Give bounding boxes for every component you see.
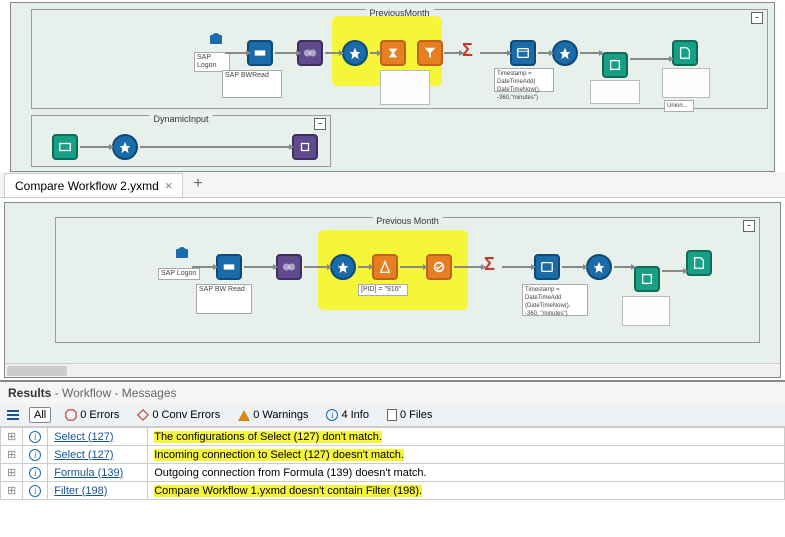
tool-output-1-p2[interactable] [634,266,660,292]
warning-icon [238,410,250,421]
workflow-panel-bottom: Previous Month − SAP Logon SAP BW Read [… [4,202,781,378]
tool-browse[interactable] [510,40,536,66]
results-row[interactable]: ⊞i Select (127) Incoming connection to Sel… [1,446,785,464]
scroll-thumb[interactable] [7,366,67,376]
filter-files-button[interactable]: 0 Files [383,408,436,422]
row-message: Incoming connection to Select (127) does… [148,446,785,464]
tool-input[interactable] [52,134,78,160]
row-tool-link-cell: Select (127) [48,428,148,446]
row-type-icon: i [23,446,48,464]
sap-bw-label-2: SAP BW Read [196,284,252,314]
row-message: Outgoing connection from Formula (139) d… [148,464,785,482]
lock-icon [210,30,224,49]
results-toolbar: All 0 Errors 0 Conv Errors 0 Warnings i … [0,404,785,427]
tool-output-2-p2[interactable] [686,250,712,276]
tool-formula-p2[interactable] [372,254,398,280]
row-type-icon: i [23,482,48,500]
row-type-icon: i [23,464,48,482]
tab-bar: Compare Workflow 2.yxmd × + [0,172,785,198]
container-label-2: Previous Month [372,216,443,226]
tool-browse-2[interactable] [534,254,560,280]
results-title: Results [8,386,51,400]
row-expand-icon[interactable]: ⊞ [1,464,23,482]
workflow-canvas-top[interactable]: PreviousMonth − SAP Logon SAP BWRead Σ T… [10,2,775,172]
results-subtitle: - Workflow - Messages [51,386,176,400]
row-tool-link-cell: Select (127) [48,446,148,464]
minimize-icon-dyn[interactable]: − [314,118,326,130]
tool-select[interactable] [342,40,368,66]
annotation-output-2 [662,68,710,98]
tool-select-p2[interactable] [330,254,356,280]
results-panel: Results - Workflow - Messages All 0 Erro… [0,380,785,500]
row-type-icon: i [23,428,48,446]
filter-label-2: [PID] = "916" [358,284,408,296]
conv-error-icon [137,409,149,421]
workflow-canvas-bottom[interactable]: Previous Month − SAP Logon SAP BW Read [… [5,203,780,363]
row-tool-link[interactable]: Formula (139) [54,467,123,479]
filter-info-button[interactable]: i 4 Info [322,408,373,422]
results-table: ⊞iSelect (127)The configurations of Sele… [0,427,785,500]
container-previous-month[interactable]: PreviousMonth − SAP Logon SAP BWRead Σ T… [31,9,768,109]
container-dynamic-input[interactable]: DynamicInput − [31,115,331,167]
tab-label: Compare Workflow 2.yxmd [15,179,159,193]
minimize-icon-2[interactable]: − [743,220,755,232]
tool-filter-p2[interactable] [426,254,452,280]
close-icon[interactable]: × [165,178,173,193]
tool-select-2-p2[interactable] [586,254,612,280]
row-expand-icon[interactable]: ⊞ [1,482,23,500]
tool-output-2[interactable] [672,40,698,66]
filter-warnings-button[interactable]: 0 Warnings [234,408,312,422]
row-tool-link-cell: Filter (198) [48,482,148,500]
filter-all-button[interactable]: All [29,407,51,423]
row-tool-link[interactable]: Filter (198) [54,485,107,497]
tool-select-2[interactable] [552,40,578,66]
annotation-output-1-p2 [622,296,670,326]
results-row[interactable]: ⊞i Formula (139) Outgoing connection from … [1,464,785,482]
tool-formula[interactable] [380,40,406,66]
timestamp-label-2: Timestamp = DateTimeAdd (DateTimeNow(), … [522,284,588,316]
row-message: Compare Workflow 1.yxmd doesn't contain … [148,482,785,500]
sap-bw-label: SAP BWRead [222,70,282,98]
row-expand-icon[interactable]: ⊞ [1,428,23,446]
tool-output-1[interactable] [602,52,628,78]
filter-errors-button[interactable]: 0 Errors [61,408,123,422]
container-label-dyn: DynamicInput [149,114,212,124]
annotation-box [380,70,430,105]
filter-conv-errors-button[interactable]: 0 Conv Errors [133,408,224,422]
row-tool-link[interactable]: Select (127) [54,431,113,443]
add-tab-button[interactable]: + [183,171,212,197]
row-message: The configurations of Select (127) don't… [148,428,785,446]
union-label: Union... [664,100,694,112]
info-icon: i [326,409,338,421]
row-expand-icon[interactable]: ⊞ [1,446,23,464]
tab-compare-workflow-2[interactable]: Compare Workflow 2.yxmd × [4,173,183,197]
menu-icon[interactable] [6,409,19,422]
file-icon [387,409,397,421]
timestamp-label: Timestamp = DateTimeAdd( DateTimeNow(), … [494,68,554,92]
tool-dynamic[interactable] [292,134,318,160]
results-row[interactable]: ⊞i Select (127) The configurations of Sele… [1,428,785,446]
results-row[interactable]: ⊞i Filter (198) Compare Workflow 1.yxmd do… [1,482,785,500]
row-tool-link-cell: Formula (139) [48,464,148,482]
tool-join-2[interactable] [276,254,302,280]
error-icon [65,409,77,421]
results-header: Results - Workflow - Messages [0,382,785,404]
horizontal-scrollbar[interactable] [5,363,780,377]
sap-logon-label-2: SAP Logon [158,268,200,280]
sap-logon-label: SAP Logon [194,52,230,72]
container-previous-month-2[interactable]: Previous Month − SAP Logon SAP BW Read [… [55,217,760,343]
minimize-icon[interactable]: − [751,12,763,24]
row-tool-link[interactable]: Select (127) [54,449,113,461]
lock-icon-2 [176,244,190,263]
tool-filter[interactable] [417,40,443,66]
annotation-output-1 [590,80,640,104]
tool-connector-2[interactable] [216,254,242,280]
tool-select-dyn[interactable] [112,134,138,160]
